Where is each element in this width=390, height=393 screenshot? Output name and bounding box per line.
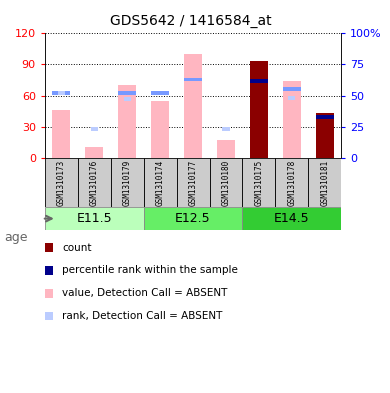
Text: E11.5: E11.5: [76, 212, 112, 225]
Text: GSM1310174: GSM1310174: [156, 159, 165, 206]
Bar: [52, 110, 70, 158]
Text: GSM1310180: GSM1310180: [222, 159, 230, 206]
Bar: [118, 91, 136, 95]
Text: value, Detection Call = ABSENT: value, Detection Call = ABSENT: [62, 288, 228, 298]
Bar: [316, 115, 334, 119]
Text: count: count: [62, 242, 92, 253]
Bar: [283, 88, 301, 91]
Bar: [250, 61, 268, 158]
Bar: [308, 158, 341, 208]
Bar: [184, 77, 202, 81]
Bar: [144, 158, 177, 208]
Bar: [151, 91, 169, 95]
Text: GDS5642 / 1416584_at: GDS5642 / 1416584_at: [110, 14, 272, 28]
Bar: [250, 79, 268, 83]
Text: rank, Detection Call = ABSENT: rank, Detection Call = ABSENT: [62, 311, 223, 321]
Bar: [118, 85, 136, 158]
Bar: [222, 127, 230, 131]
Bar: [90, 127, 98, 131]
Bar: [316, 113, 334, 158]
Bar: [288, 96, 296, 100]
Bar: [58, 91, 65, 95]
Bar: [151, 101, 169, 158]
Text: GSM1310179: GSM1310179: [123, 159, 132, 206]
Bar: [85, 147, 103, 158]
Bar: [177, 158, 209, 208]
Bar: [144, 208, 243, 230]
Bar: [283, 81, 301, 158]
Bar: [321, 115, 328, 119]
Bar: [217, 140, 235, 158]
Bar: [184, 54, 202, 158]
Bar: [243, 208, 341, 230]
Text: percentile rank within the sample: percentile rank within the sample: [62, 265, 238, 275]
Text: age: age: [4, 231, 27, 244]
Text: GSM1310173: GSM1310173: [57, 159, 66, 206]
Text: E14.5: E14.5: [274, 212, 310, 225]
Bar: [45, 158, 78, 208]
Bar: [52, 91, 70, 95]
Bar: [45, 208, 144, 230]
Bar: [275, 158, 308, 208]
Bar: [243, 158, 275, 208]
Text: GSM1310175: GSM1310175: [254, 159, 263, 206]
Bar: [78, 158, 111, 208]
Bar: [124, 97, 131, 101]
Bar: [111, 158, 144, 208]
Text: E12.5: E12.5: [175, 212, 211, 225]
Text: GSM1310176: GSM1310176: [90, 159, 99, 206]
Text: GSM1310177: GSM1310177: [188, 159, 198, 206]
Text: GSM1310181: GSM1310181: [320, 159, 329, 206]
Bar: [209, 158, 243, 208]
Text: GSM1310178: GSM1310178: [287, 159, 296, 206]
